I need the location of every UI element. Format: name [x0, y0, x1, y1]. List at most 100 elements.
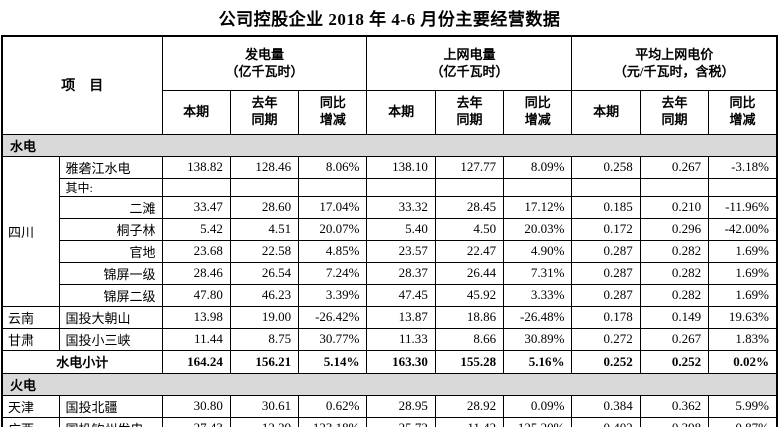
col-header-lastyear: 去年 同期	[434, 89, 505, 135]
value-cell: 4.85%	[298, 239, 368, 263]
value-cell: 0.272	[571, 327, 641, 351]
value-cell: 20.07%	[298, 217, 368, 241]
table-row: 锦屏二级 47.80 46.23 3.39% 47.45 45.92 3.33%…	[2, 283, 778, 307]
value-cell: 125.20%	[503, 416, 573, 427]
company-cell: 国投大朝山	[58, 305, 163, 329]
value-cell: 5.99%	[708, 394, 778, 418]
value-cell: 0.282	[639, 261, 710, 285]
value-cell	[161, 177, 231, 197]
value-cell: 7.24%	[298, 261, 368, 285]
value-cell: 25.72	[366, 416, 436, 427]
value-cell: -3.18%	[708, 155, 778, 179]
value-cell: 20.03%	[503, 217, 573, 241]
section-row-hydro: 水电	[1, 133, 778, 157]
value-cell: 0.362	[639, 394, 710, 418]
value-cell: 30.61	[229, 394, 300, 418]
value-cell: 1.83%	[708, 327, 778, 351]
region-cell: 甘肃	[1, 327, 60, 351]
value-cell: 0.172	[571, 217, 641, 241]
data-table: 项 目 发电量 （亿千瓦时） 上网电量 （亿千瓦时） 平均上网电价 （元/千瓦时…	[1, 35, 778, 427]
value-cell: 30.77%	[298, 327, 368, 351]
page-title: 公司控股企业 2018 年 4-6 月份主要经营数据	[218, 10, 561, 29]
value-cell: 47.80	[161, 283, 231, 307]
value-cell: 0.178	[571, 305, 641, 329]
value-cell: 1.69%	[708, 239, 778, 263]
col-header-item: 项 目	[1, 35, 163, 135]
company-cell: 锦屏一级	[58, 261, 163, 285]
table-row: 广西 国投钦州发电 27.43 12.29 123.18% 25.72 11.4…	[1, 416, 778, 427]
company-cell: 雅砻江水电	[58, 155, 163, 179]
value-cell: 3.33%	[503, 283, 573, 307]
value-cell: 27.43	[161, 416, 231, 427]
value-cell: 0.287	[571, 283, 641, 307]
value-cell: 0.267	[639, 155, 710, 179]
value-cell: -26.42%	[298, 305, 368, 329]
table-row: 甘肃 国投小三峡 11.44 8.75 30.77% 11.33 8.66 30…	[1, 327, 778, 351]
value-cell: 45.92	[434, 283, 505, 307]
table-header-row-groups: 项 目 发电量 （亿千瓦时） 上网电量 （亿千瓦时） 平均上网电价 （元/千瓦时…	[1, 35, 778, 135]
table-row: 桐子林 5.42 4.51 20.07% 5.40 4.50 20.03% 0.…	[2, 217, 778, 241]
value-cell: 0.252	[571, 349, 641, 374]
value-cell: 19.63%	[708, 305, 778, 329]
value-cell: 5.16%	[503, 349, 573, 374]
value-cell: 8.06%	[298, 155, 368, 179]
value-cell: 33.47	[161, 195, 231, 219]
section-label: 火电	[1, 372, 778, 396]
value-cell: 156.21	[229, 349, 300, 374]
table-row: 四川 雅砻江水电 138.82 128.46 8.06% 138.10 127.…	[1, 155, 778, 307]
value-cell: 0.02%	[708, 349, 778, 374]
value-cell: 46.23	[229, 283, 300, 307]
value-cell: 18.86	[434, 305, 505, 329]
company-cell: 国投钦州发电	[58, 416, 163, 427]
value-cell: 0.09%	[503, 394, 573, 418]
company-cell: 锦屏二级	[58, 283, 163, 307]
col-header-lastyear: 去年 同期	[639, 89, 710, 135]
company-cell: 其中:	[58, 177, 163, 197]
table-row: 天津 国投北疆 30.80 30.61 0.62% 28.95 28.92 0.…	[1, 394, 778, 418]
value-cell: 0.287	[571, 261, 641, 285]
col-group-ongrid-unit: （亿千瓦时）	[430, 64, 509, 80]
subtotal-label: 水电小计	[1, 349, 163, 374]
value-cell	[708, 177, 778, 197]
section-row-thermal: 火电	[1, 372, 778, 396]
value-cell: 155.28	[434, 349, 505, 374]
value-cell: 26.44	[434, 261, 505, 285]
value-cell	[503, 177, 573, 197]
col-group-generation-unit: （亿千瓦时）	[225, 64, 304, 80]
col-header-yoy: 同比 增减	[503, 89, 573, 135]
value-cell: 11.33	[366, 327, 436, 351]
company-cell: 国投小三峡	[58, 327, 163, 351]
subtotal-row-hydro: 水电小计 164.24 156.21 5.14% 163.30 155.28 5…	[1, 349, 778, 374]
value-cell: 0.252	[639, 349, 710, 374]
value-cell: 138.10	[366, 155, 436, 179]
col-group-ongrid: 上网电量 （亿千瓦时）	[366, 35, 573, 91]
company-cell: 二滩	[58, 195, 163, 219]
value-cell: 8.75	[229, 327, 300, 351]
col-header-lastyear: 去年 同期	[229, 89, 300, 135]
value-cell: 28.37	[366, 261, 436, 285]
value-cell: -11.96%	[708, 195, 778, 219]
value-cell: 28.46	[161, 261, 231, 285]
value-cell: 8.09%	[503, 155, 573, 179]
col-group-generation-title: 发电量	[244, 46, 284, 62]
value-cell: 138.82	[161, 155, 231, 179]
value-cell: 0.402	[571, 416, 641, 427]
value-cell: 7.31%	[503, 261, 573, 285]
value-cell: 28.45	[434, 195, 505, 219]
value-cell: 17.04%	[298, 195, 368, 219]
value-cell: 30.80	[161, 394, 231, 418]
value-cell: 26.54	[229, 261, 300, 285]
value-cell: 13.98	[161, 305, 231, 329]
table-row: 锦屏一级 28.46 26.54 7.24% 28.37 26.44 7.31%…	[2, 261, 778, 285]
value-cell	[366, 177, 436, 197]
value-cell: 0.296	[639, 217, 710, 241]
table-header-row-subcols: 本期 去年 同期 同比 增减 本期 去年 同期 同比 增减 本期 去年 同期 同…	[2, 89, 778, 135]
region-cell: 天津	[1, 394, 60, 418]
col-group-price-title: 平均上网电价	[635, 46, 714, 62]
value-cell: 0.185	[571, 195, 641, 219]
value-cell: 19.00	[229, 305, 300, 329]
value-cell: 0.398	[639, 416, 710, 427]
value-cell: 127.77	[434, 155, 505, 179]
region-cell: 云南	[1, 305, 60, 329]
value-cell: 163.30	[366, 349, 436, 374]
